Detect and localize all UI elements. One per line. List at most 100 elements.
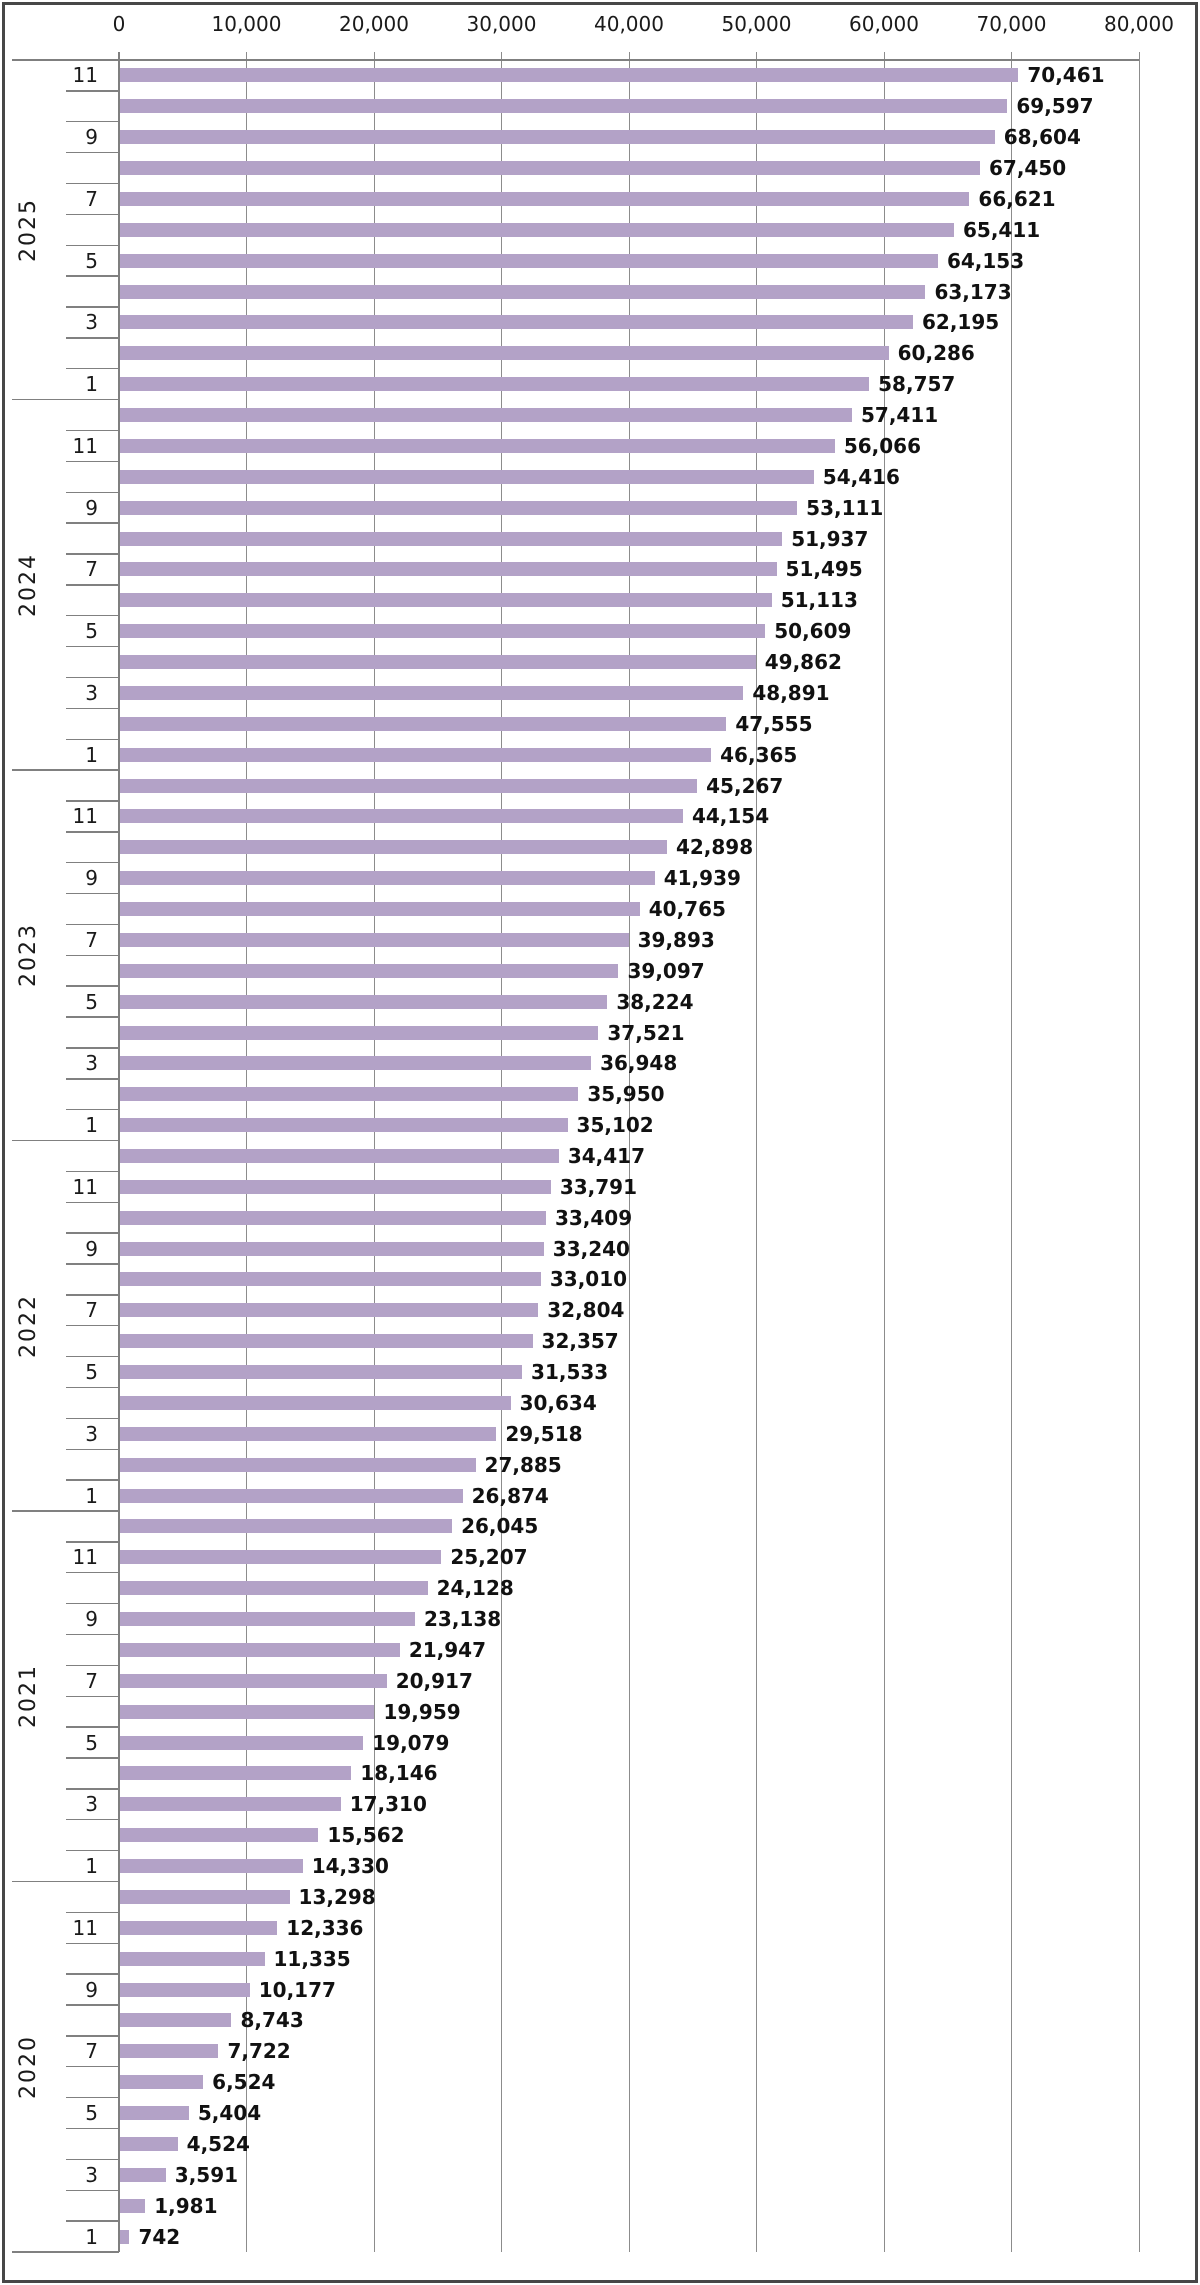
bar <box>120 685 744 700</box>
category-tick <box>66 1047 119 1049</box>
month-tick-label: 9 <box>85 866 98 891</box>
month-tick-label: 1 <box>85 372 98 397</box>
bar-value-label: 31,533 <box>531 1360 609 1385</box>
bar <box>120 747 712 762</box>
bar <box>120 500 798 515</box>
category-tick <box>66 2066 119 2068</box>
bar <box>120 1025 599 1040</box>
category-tick <box>66 584 119 586</box>
bar-value-label: 30,634 <box>519 1390 597 1415</box>
year-separator-line <box>12 2251 119 2253</box>
month-tick-label: 3 <box>85 680 98 705</box>
category-tick <box>66 1664 119 1667</box>
month-tick-label: 11 <box>72 1915 98 1940</box>
bar-value-label: 45,267 <box>706 773 784 798</box>
bar-value-label: 41,939 <box>663 866 741 891</box>
month-tick-label: 7 <box>85 1668 98 1693</box>
category-tick <box>66 923 119 926</box>
bar-value-label: 20,917 <box>395 1668 473 1693</box>
bar <box>120 994 608 1009</box>
bar <box>120 1426 497 1441</box>
bar-value-label: 33,240 <box>552 1236 630 1261</box>
bar <box>120 377 870 392</box>
vertical-gridline <box>1138 52 1140 2252</box>
bar-value-label: 4,524 <box>186 2131 250 2156</box>
bar-value-label: 24,128 <box>436 1576 514 1601</box>
category-tick <box>66 1942 119 1944</box>
bar-value-label: 29,518 <box>505 1421 583 1446</box>
category-tick <box>66 2127 119 2130</box>
year-label: 2025 <box>16 197 41 262</box>
month-tick-label: 11 <box>72 804 98 829</box>
category-tick <box>66 90 119 92</box>
bar <box>120 161 980 176</box>
month-tick-label: 9 <box>85 495 98 520</box>
month-tick-label: 9 <box>85 125 98 150</box>
month-tick-label: 3 <box>85 1792 98 1817</box>
bar <box>120 1982 250 1997</box>
bar-value-label: 67,450 <box>988 156 1067 181</box>
bar-value-label: 66,621 <box>978 186 1056 211</box>
bar <box>120 1210 546 1225</box>
category-tick <box>66 862 119 864</box>
bar-value-label: 7,722 <box>227 2039 291 2064</box>
bar <box>120 1303 539 1318</box>
bar-value-label: 51,937 <box>791 526 869 551</box>
month-tick-label: 5 <box>85 248 98 273</box>
month-tick-label: 7 <box>85 927 98 952</box>
vertical-gridline <box>1011 52 1012 2252</box>
category-tick <box>66 2189 119 2191</box>
bar-value-label: 46,365 <box>720 742 798 767</box>
bar-value-label: 1,981 <box>154 2193 218 2218</box>
category-tick <box>66 213 119 216</box>
bar <box>120 130 995 145</box>
month-tick-label: 3 <box>85 1421 98 1446</box>
bar <box>120 191 970 206</box>
category-tick <box>66 2096 119 2099</box>
bar-value-label: 3,591 <box>174 2162 239 2187</box>
bar <box>120 963 619 978</box>
bar-value-label: 8,743 <box>240 2008 304 2033</box>
category-tick <box>66 1911 119 1914</box>
category-tick <box>66 645 119 648</box>
bar-value-label: 37,521 <box>607 1020 685 1045</box>
year-separator-line <box>12 1880 119 1883</box>
bar-value-label: 19,959 <box>383 1699 461 1724</box>
bar-value-label: 15,562 <box>327 1823 405 1848</box>
bar <box>120 1056 592 1071</box>
category-tick <box>66 1602 119 1605</box>
month-tick-label: 1 <box>85 2224 98 2249</box>
month-tick-label: 5 <box>85 989 98 1014</box>
month-tick-label: 11 <box>72 1545 98 1570</box>
category-tick <box>66 1448 119 1450</box>
bar-value-label: 27,885 <box>484 1452 562 1477</box>
value-axis-tick-label: 80,000 <box>1104 12 1174 36</box>
month-tick-label: 7 <box>85 557 98 582</box>
bar-value-label: 58,757 <box>878 372 956 397</box>
month-tick-label: 11 <box>72 63 98 88</box>
category-tick <box>66 1108 119 1111</box>
bar-value-label: 33,409 <box>554 1205 633 1230</box>
bar <box>120 284 926 299</box>
bar <box>120 1087 579 1102</box>
vertical-gridline <box>883 52 885 2252</box>
category-tick <box>66 460 119 463</box>
category-tick <box>66 275 119 277</box>
category-tick <box>66 244 119 246</box>
bar-value-label: 70,461 <box>1027 63 1105 88</box>
bar-value-label: 32,357 <box>541 1329 619 1354</box>
bar-value-label: 21,947 <box>408 1637 486 1662</box>
bar-value-label: 51,113 <box>780 588 858 613</box>
bar <box>120 346 889 361</box>
bar-value-label: 38,224 <box>616 989 694 1014</box>
bar-value-label: 13,298 <box>298 1884 376 1909</box>
category-axis-line <box>118 52 120 2252</box>
category-tick <box>66 1016 119 1018</box>
bar <box>120 1951 265 1966</box>
month-tick-label: 5 <box>85 1360 98 1385</box>
bar-value-label: 14,330 <box>311 1854 389 1879</box>
bar-value-label: 5,404 <box>197 2101 262 2126</box>
bar-value-label: 62,195 <box>921 310 1000 335</box>
category-tick <box>66 182 119 185</box>
bar-value-label: 56,066 <box>843 433 922 458</box>
